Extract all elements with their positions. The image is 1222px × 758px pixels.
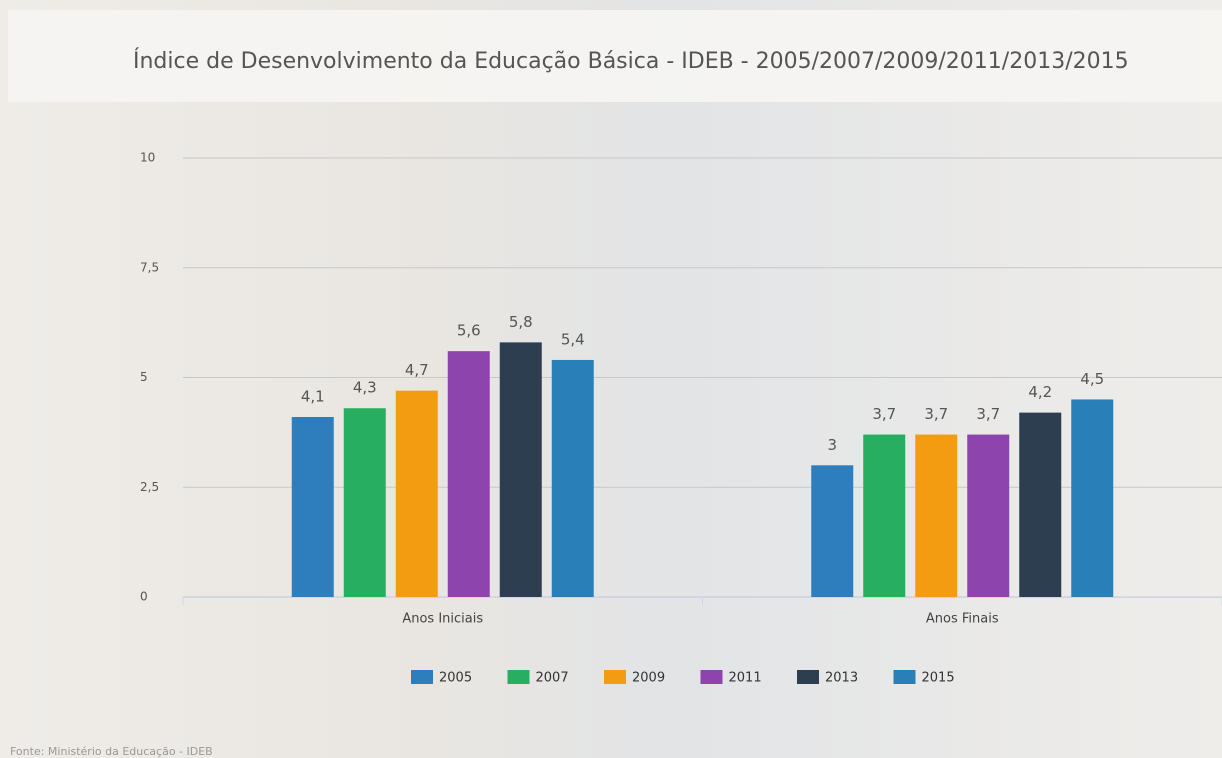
bar [291, 417, 334, 597]
legend-swatch [507, 670, 530, 684]
bar [967, 434, 1010, 597]
bar [499, 342, 542, 597]
value-label: 4,2 [1028, 383, 1052, 401]
bar [811, 465, 854, 597]
legend-label: 2007 [536, 671, 569, 686]
value-label: 5,6 [457, 322, 481, 340]
legend-swatch [797, 670, 819, 684]
legend-label: 2015 [922, 671, 955, 686]
x-tick-label: Anos Iniciais [402, 612, 483, 627]
legend-swatch [700, 670, 723, 684]
legend-label: 2009 [632, 671, 665, 686]
chart-title: Índice de Desenvolvimento da Educação Bá… [133, 48, 1129, 74]
value-label: 3,7 [924, 405, 948, 423]
legend-swatch [893, 670, 916, 684]
bar [863, 434, 906, 597]
y-tick-label: 0 [140, 590, 148, 604]
value-label: 4,5 [1080, 370, 1104, 388]
bar [1071, 399, 1114, 597]
value-label: 5,8 [509, 313, 533, 331]
y-tick-label: 10 [140, 151, 155, 165]
legend-label: 2005 [439, 671, 472, 686]
legend-label: 2013 [825, 671, 858, 686]
title-band [8, 10, 1222, 102]
legend-swatch [604, 670, 626, 684]
value-label: 5,4 [561, 330, 585, 348]
source-note: Fonte: Ministério da Educação - IDEB [10, 745, 213, 758]
value-label: 3,7 [872, 405, 896, 423]
y-tick-label: 2,5 [140, 480, 159, 494]
y-tick-label: 7,5 [140, 260, 159, 274]
bar [395, 390, 438, 597]
value-label: 3,7 [976, 405, 1000, 423]
bar [1019, 412, 1062, 597]
y-tick-label: 5 [140, 370, 148, 384]
value-label: 3 [827, 436, 837, 454]
x-tick-label: Anos Finais [926, 612, 999, 627]
bar [447, 351, 490, 597]
bar [343, 408, 386, 597]
value-label: 4,3 [353, 379, 377, 397]
value-label: 4,7 [405, 361, 429, 379]
legend-swatch [411, 670, 433, 684]
bar [915, 434, 958, 597]
legend-label: 2011 [729, 671, 762, 686]
value-label: 4,1 [301, 388, 325, 406]
bar [551, 359, 594, 597]
